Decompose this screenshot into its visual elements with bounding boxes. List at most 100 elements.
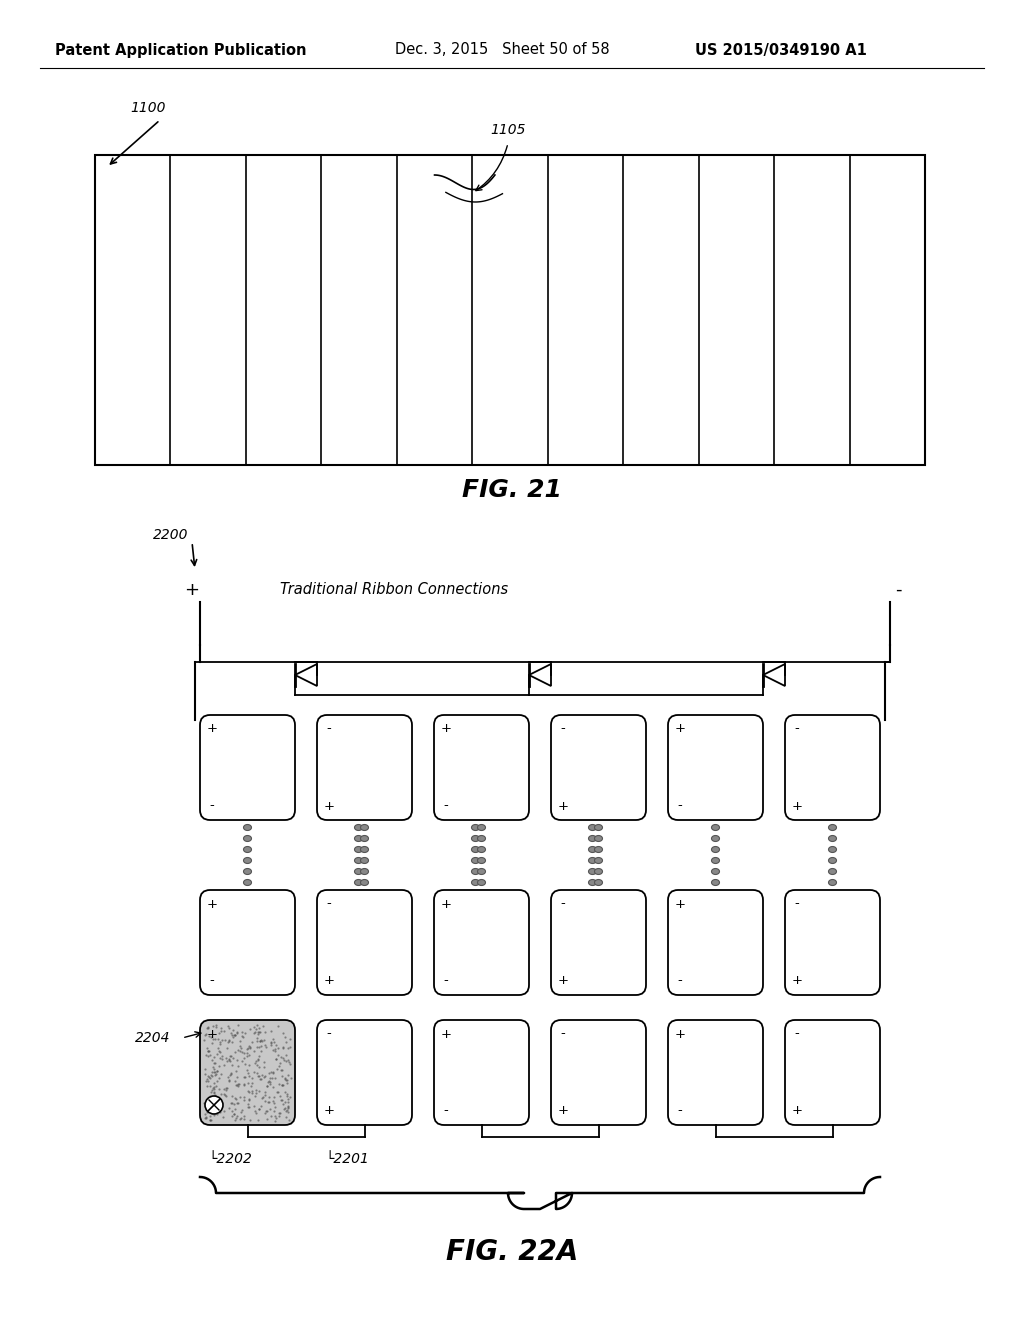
Ellipse shape bbox=[712, 825, 720, 830]
Text: -: - bbox=[443, 800, 449, 813]
Text: +: + bbox=[675, 1027, 685, 1040]
Text: +: + bbox=[792, 1105, 803, 1118]
Text: +: + bbox=[792, 800, 803, 813]
Text: +: + bbox=[207, 1027, 217, 1040]
Ellipse shape bbox=[244, 879, 252, 886]
Ellipse shape bbox=[828, 836, 837, 842]
Ellipse shape bbox=[244, 858, 252, 863]
FancyBboxPatch shape bbox=[200, 890, 295, 995]
FancyBboxPatch shape bbox=[551, 715, 646, 820]
Ellipse shape bbox=[589, 869, 597, 874]
Ellipse shape bbox=[828, 825, 837, 830]
Ellipse shape bbox=[354, 858, 362, 863]
FancyBboxPatch shape bbox=[200, 715, 295, 820]
Ellipse shape bbox=[477, 836, 485, 842]
Ellipse shape bbox=[595, 858, 602, 863]
Text: -: - bbox=[327, 1027, 332, 1040]
FancyBboxPatch shape bbox=[551, 1020, 646, 1125]
Ellipse shape bbox=[360, 836, 369, 842]
FancyBboxPatch shape bbox=[785, 1020, 880, 1125]
Text: -: - bbox=[210, 1105, 214, 1118]
Text: +: + bbox=[324, 974, 335, 987]
Text: -: - bbox=[795, 722, 800, 735]
Ellipse shape bbox=[471, 879, 479, 886]
FancyBboxPatch shape bbox=[317, 715, 412, 820]
FancyBboxPatch shape bbox=[200, 1020, 295, 1125]
Ellipse shape bbox=[595, 836, 602, 842]
Ellipse shape bbox=[244, 846, 252, 853]
Text: -: - bbox=[443, 1105, 449, 1118]
FancyBboxPatch shape bbox=[668, 1020, 763, 1125]
FancyBboxPatch shape bbox=[434, 1020, 529, 1125]
Ellipse shape bbox=[828, 879, 837, 886]
Text: -: - bbox=[443, 974, 449, 987]
Text: +: + bbox=[675, 722, 685, 735]
Text: -: - bbox=[560, 898, 565, 911]
FancyBboxPatch shape bbox=[668, 890, 763, 995]
Ellipse shape bbox=[589, 825, 597, 830]
Ellipse shape bbox=[477, 846, 485, 853]
Text: +: + bbox=[440, 722, 452, 735]
Text: -: - bbox=[327, 898, 332, 911]
Text: +: + bbox=[557, 800, 568, 813]
Ellipse shape bbox=[360, 879, 369, 886]
Ellipse shape bbox=[595, 846, 602, 853]
Ellipse shape bbox=[589, 836, 597, 842]
Ellipse shape bbox=[244, 869, 252, 874]
Text: US 2015/0349190 A1: US 2015/0349190 A1 bbox=[695, 42, 867, 58]
Text: -: - bbox=[560, 722, 565, 735]
FancyBboxPatch shape bbox=[785, 715, 880, 820]
Text: -: - bbox=[895, 581, 901, 599]
Text: 1105: 1105 bbox=[490, 123, 525, 137]
Ellipse shape bbox=[354, 846, 362, 853]
Text: -: - bbox=[795, 1027, 800, 1040]
Ellipse shape bbox=[360, 825, 369, 830]
Ellipse shape bbox=[828, 846, 837, 853]
Text: 2200: 2200 bbox=[153, 528, 188, 543]
Text: +: + bbox=[792, 974, 803, 987]
Text: -: - bbox=[795, 898, 800, 911]
Ellipse shape bbox=[471, 858, 479, 863]
FancyBboxPatch shape bbox=[434, 715, 529, 820]
Text: +: + bbox=[557, 974, 568, 987]
Ellipse shape bbox=[471, 836, 479, 842]
Text: +: + bbox=[207, 898, 217, 911]
Text: +: + bbox=[207, 722, 217, 735]
FancyBboxPatch shape bbox=[317, 1020, 412, 1125]
FancyBboxPatch shape bbox=[317, 890, 412, 995]
Text: +: + bbox=[440, 1027, 452, 1040]
Text: +: + bbox=[324, 800, 335, 813]
Text: -: - bbox=[678, 800, 682, 813]
Text: FIG. 22A: FIG. 22A bbox=[445, 1238, 579, 1266]
Text: +: + bbox=[184, 581, 200, 599]
FancyBboxPatch shape bbox=[434, 890, 529, 995]
Ellipse shape bbox=[595, 869, 602, 874]
Text: FIG. 21: FIG. 21 bbox=[462, 478, 562, 502]
Ellipse shape bbox=[354, 879, 362, 886]
Ellipse shape bbox=[712, 858, 720, 863]
Ellipse shape bbox=[828, 869, 837, 874]
Text: 2204: 2204 bbox=[134, 1031, 170, 1045]
Text: Dec. 3, 2015   Sheet 50 of 58: Dec. 3, 2015 Sheet 50 of 58 bbox=[395, 42, 609, 58]
Text: Traditional Ribbon Connections: Traditional Ribbon Connections bbox=[280, 582, 508, 598]
Bar bbox=[95, 154, 925, 465]
Ellipse shape bbox=[712, 879, 720, 886]
Ellipse shape bbox=[360, 869, 369, 874]
Circle shape bbox=[205, 1096, 223, 1114]
Text: +: + bbox=[675, 898, 685, 911]
Ellipse shape bbox=[477, 869, 485, 874]
Text: -: - bbox=[560, 1027, 565, 1040]
Ellipse shape bbox=[595, 879, 602, 886]
Text: └2201: └2201 bbox=[325, 1152, 369, 1166]
Ellipse shape bbox=[712, 869, 720, 874]
Ellipse shape bbox=[244, 825, 252, 830]
FancyBboxPatch shape bbox=[551, 890, 646, 995]
Text: └2202: └2202 bbox=[208, 1152, 252, 1166]
Ellipse shape bbox=[477, 858, 485, 863]
Ellipse shape bbox=[589, 846, 597, 853]
Text: -: - bbox=[678, 974, 682, 987]
Ellipse shape bbox=[360, 846, 369, 853]
Text: -: - bbox=[678, 1105, 682, 1118]
Ellipse shape bbox=[828, 858, 837, 863]
Text: -: - bbox=[210, 974, 214, 987]
